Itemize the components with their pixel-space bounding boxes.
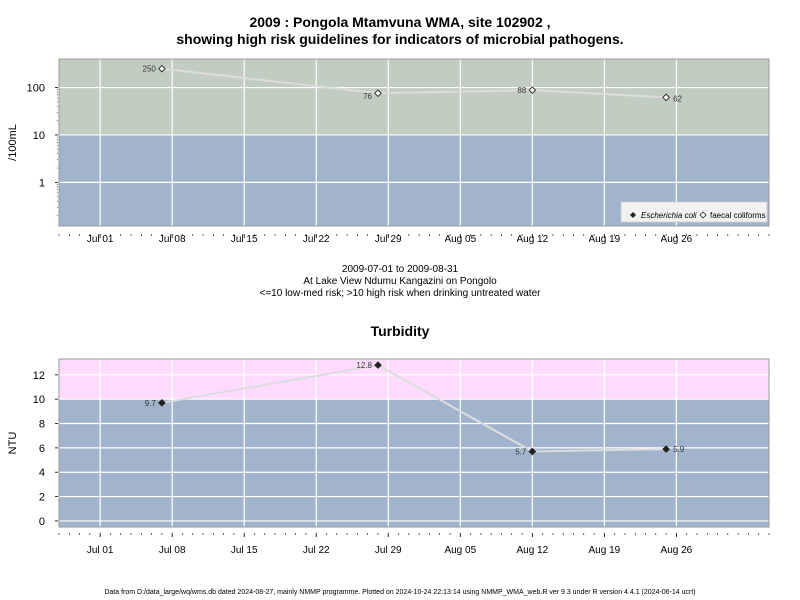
turbidity-y-tick-label-4: 8 (39, 419, 45, 431)
microbial-x-tick-label-7: Aug 19 (589, 234, 621, 245)
microbial-y-tick-label-2: 100 (27, 83, 45, 95)
turbidity-point-0 (158, 398, 166, 407)
microbial-x-tick-label-1: Jul 08 (159, 234, 186, 245)
turbidity-series-line-0 (161, 364, 667, 453)
turbidity-x-tick-label-8: Aug 26 (661, 545, 693, 556)
turbidity-point-label-2: 5.7 (515, 448, 527, 457)
turbidity-point-label-0: 9.7 (145, 399, 157, 408)
turbidity-x-tick-label-1: Jul 08 (159, 545, 186, 556)
microbial-x-tick-label-4: Jul 29 (375, 234, 402, 245)
date-range-subtitle: 2009-07-01 to 2009-08-31 (341, 264, 459, 275)
turbidity-y-tick-label-0: 0 (39, 516, 45, 528)
turbidity-y-tick-label-2: 4 (39, 467, 45, 479)
turbidity-high-risk-band (59, 359, 769, 400)
microbial-y-axis-label: /100mL (7, 124, 19, 161)
turbidity-y-tick-label-5: 10 (33, 394, 45, 406)
chart-title-line-1: 2009 : Pongola Mtamvuna WMA, site 102902… (249, 14, 551, 30)
turbidity-plot-frame (58, 358, 770, 528)
turbidity-x-axis (58, 533, 770, 537)
turbidity-title: Turbidity (370, 323, 430, 339)
microbial-point-0 (158, 64, 166, 73)
microbial-point-2 (528, 86, 537, 95)
legend-faecal-marker (699, 211, 707, 219)
legend-box (620, 201, 768, 223)
microbial-plot-frame (58, 58, 770, 227)
turbidity-point-1 (374, 361, 382, 369)
legend-faecal-label: faecal coliforms (710, 211, 766, 220)
legend-ecoli-label: Escherichia coli (641, 211, 697, 220)
chart-title-line-2: showing high risk guidelines for indicat… (176, 31, 624, 47)
turbidity-y-tick-label-3: 6 (39, 443, 45, 455)
turbidity-x-tick-label-2: Jul 15 (231, 545, 258, 556)
microbial-point-1 (374, 89, 382, 98)
turbidity-y-axis-label: NTU (7, 432, 19, 455)
location-subtitle: At Lake View Ndumu Kangazini on Pongolo (303, 276, 497, 287)
microbial-point-label-2: 88 (517, 86, 526, 95)
microbial-point-label-1: 76 (363, 92, 372, 101)
turbidity-point-3 (662, 445, 670, 453)
turbidity-x-tick-label-7: Aug 19 (589, 545, 621, 556)
turbidity-x-tick-label-0: Jul 01 (87, 545, 114, 556)
turbidity-point-label-1: 12.8 (356, 361, 372, 370)
microbial-point-label-0: 250 (143, 65, 157, 74)
footer-note: Data from D:/data_large/wq/wms.db dated … (104, 589, 696, 596)
microbial-point-3 (662, 93, 670, 102)
turbidity-x-tick-label-3: Jul 22 (303, 545, 330, 556)
turbidity-x-tick-label-6: Aug 12 (516, 545, 548, 556)
legend-ecoli-marker (630, 212, 636, 218)
microbial-point-label-3: 62 (673, 94, 682, 103)
microbial-x-tick-label-2: Jul 15 (231, 234, 258, 245)
microbial-x-tick-label-6: Aug 12 (516, 234, 548, 245)
microbial-x-axis (58, 234, 770, 238)
turbidity-point-label-3: 5.9 (673, 445, 685, 454)
turbidity-point-2 (528, 447, 537, 456)
microbial-y-tick-label-0: 1 (39, 177, 45, 189)
microbial-y-tick-label-1: 10 (33, 130, 45, 142)
risk-subtitle: <=10 low-med risk; >10 high risk when dr… (259, 288, 541, 299)
microbial-legend (620, 201, 768, 223)
microbial-x-tick-label-8: Aug 26 (661, 234, 693, 245)
microbial-x-tick-label-0: Jul 01 (87, 234, 114, 245)
microbial-series-line-0 (161, 67, 667, 99)
turbidity-x-tick-label-4: Jul 29 (375, 545, 402, 556)
turbidity-y-tick-label-6: 12 (33, 370, 45, 382)
turbidity-y-tick-label-1: 2 (39, 492, 45, 504)
microbial-x-tick-label-3: Jul 22 (303, 234, 330, 245)
microbial-x-tick-label-5: Aug 05 (444, 234, 476, 245)
turbidity-low-risk-band (59, 399, 769, 527)
turbidity-x-tick-label-5: Aug 05 (444, 545, 476, 556)
